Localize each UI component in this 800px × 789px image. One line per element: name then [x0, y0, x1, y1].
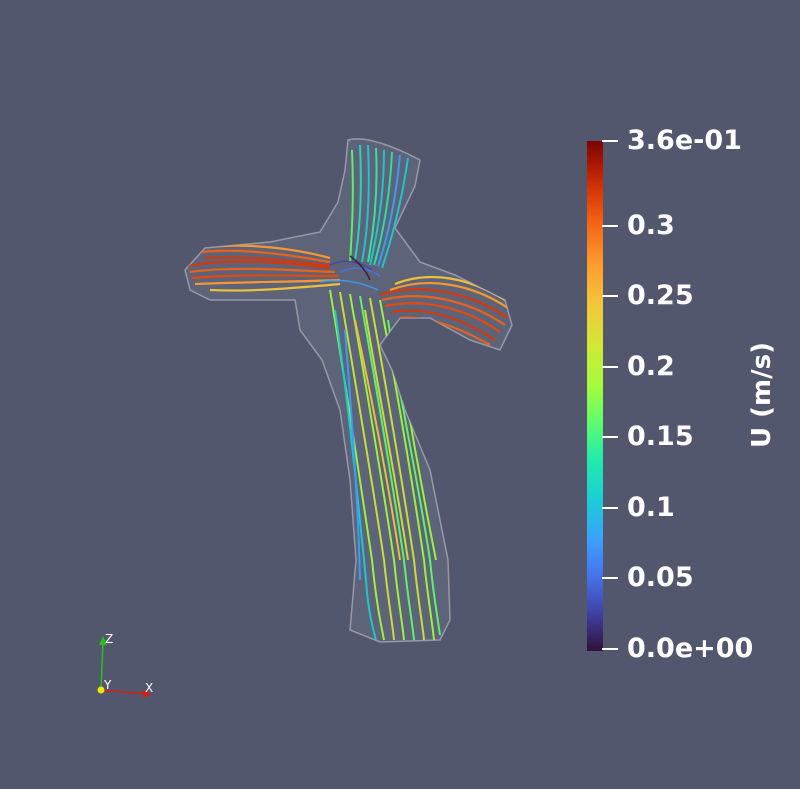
colorbar-tick — [602, 506, 618, 509]
colorbar-tick — [602, 140, 618, 142]
colorbar-tick — [602, 365, 618, 368]
colorbar-tick-label: 0.25 — [627, 280, 694, 312]
colorbar-tick-label: 0.05 — [627, 562, 694, 594]
colorbar-tick — [602, 295, 618, 298]
colorbar-tick-label: 0.3 — [627, 209, 675, 241]
x-axis-label: X — [145, 681, 154, 695]
colorbar-title: U (m/s) — [747, 342, 777, 448]
colorbar-tick — [602, 436, 618, 439]
colorbar-tick — [602, 577, 618, 580]
z-axis-label: Z — [105, 632, 114, 646]
colorbar-tick — [602, 224, 618, 227]
colorbar-tick-label: 3.6e-01 — [627, 125, 742, 156]
y-axis-label: Y — [104, 678, 112, 692]
colorbar-tick — [602, 648, 618, 650]
colorbar-tick-label: 0.1 — [627, 491, 675, 523]
colorbar — [587, 141, 603, 651]
colorbar-tick-label: 0.2 — [627, 350, 675, 382]
colorbar-tick-label: 0.15 — [627, 421, 694, 453]
vessel-wall — [184, 138, 513, 643]
streamlines — [187, 144, 509, 641]
colorbar-tick-label: 0.0e+00 — [627, 633, 754, 664]
